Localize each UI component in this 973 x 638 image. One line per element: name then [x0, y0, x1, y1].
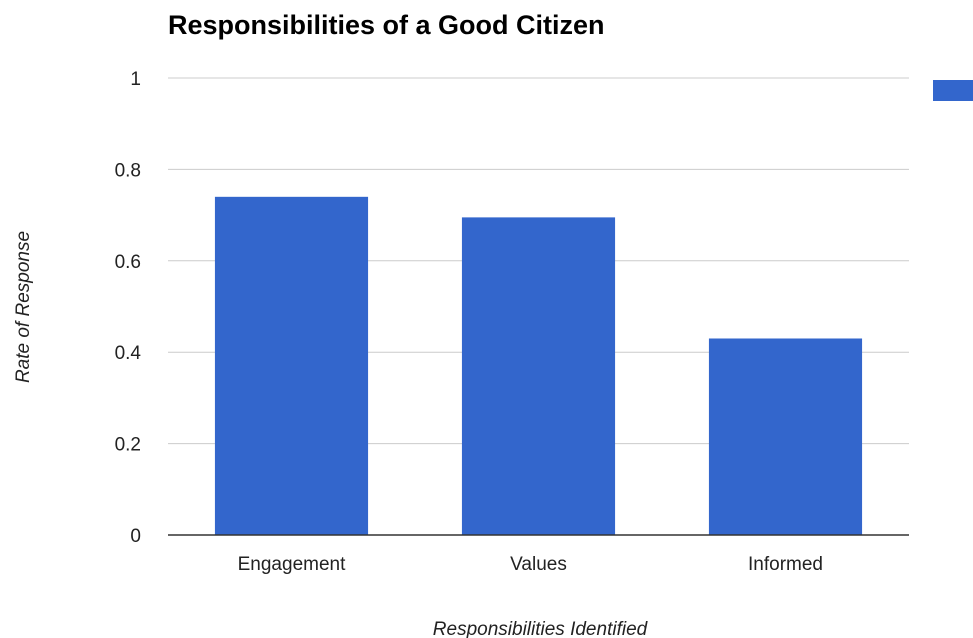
y-tick-label: 0: [130, 526, 141, 547]
y-axis-ticks: 0 0.2 0.4 0.6 0.8 1: [115, 69, 142, 547]
x-tick-label: Engagement: [238, 554, 346, 575]
y-tick-label: 1: [130, 69, 141, 90]
x-axis-ticks: Engagement Values Informed: [238, 554, 823, 575]
y-tick-label: 0.8: [115, 160, 141, 181]
x-axis-title: Responsibilities Identified: [433, 619, 649, 638]
y-tick-label: 0.6: [115, 252, 141, 273]
chart-title: Responsibilities of a Good Citizen: [168, 10, 605, 40]
bars: [214, 196, 863, 535]
x-tick-label: Values: [510, 554, 567, 575]
bar-engagement: [214, 196, 369, 535]
y-tick-label: 0.4: [115, 343, 142, 364]
legend-swatch: [933, 80, 973, 101]
y-axis-title: Rate of Response: [13, 231, 34, 383]
bar-values: [461, 217, 616, 535]
y-tick-label: 0.2: [115, 435, 141, 456]
x-tick-label: Informed: [748, 554, 823, 575]
bar-informed: [708, 338, 863, 535]
